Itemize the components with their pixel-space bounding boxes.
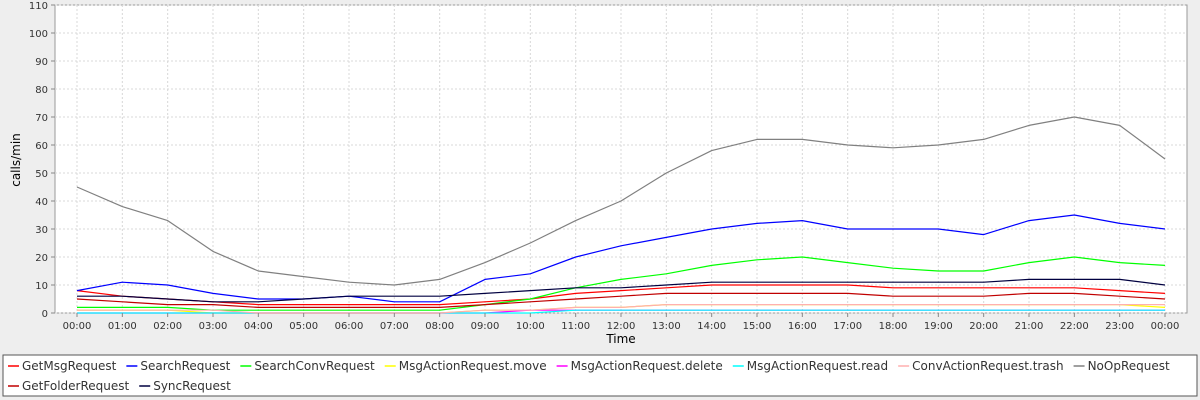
y-tick-label: 100 (29, 29, 48, 40)
legend-label: SearchConvRequest (254, 359, 375, 373)
x-tick-label: 03:00 (199, 321, 228, 332)
y-tick-label: 60 (35, 141, 48, 152)
x-tick-label: 05:00 (289, 321, 318, 332)
x-tick-label: 13:00 (652, 321, 681, 332)
legend-item-syncrequest: SyncRequest (139, 379, 231, 393)
series-line-syncrequest (77, 278, 1166, 303)
x-tick-label: 02:00 (153, 321, 182, 332)
x-tick-label: 08:00 (425, 321, 454, 332)
y-tick-label: 30 (35, 225, 48, 236)
legend-item-msgactionrequest-read: MsgActionRequest.read (732, 359, 888, 373)
x-tick-label: 22:00 (1060, 321, 1089, 332)
legend-item-convactionrequest-trash: ConvActionRequest.trash (898, 359, 1064, 373)
x-tick-label: 00:00 (1151, 321, 1180, 332)
x-tick-label: 01:00 (108, 321, 137, 332)
series-lines (76, 116, 1166, 314)
series-line-getmsgrequest (76, 284, 1166, 306)
legend-label: ConvActionRequest.trash (912, 359, 1063, 373)
legend-box (2, 354, 1198, 397)
y-tick-label: 40 (35, 197, 48, 208)
x-tick-label: 09:00 (471, 321, 500, 332)
legend-item-msgactionrequest-delete: MsgActionRequest.delete (556, 359, 723, 373)
x-tick-label: 20:00 (969, 321, 998, 332)
x-tick-label: 14:00 (697, 321, 726, 332)
legend-label: SyncRequest (153, 379, 231, 393)
legend-item-msgactionrequest-move: MsgActionRequest.move (384, 359, 547, 373)
x-tick-label: 16:00 (788, 321, 817, 332)
y-axis-label: calls/min (9, 133, 23, 187)
y-tick-label: 50 (35, 169, 48, 180)
legend-label: SearchRequest (140, 359, 230, 373)
legend: GetMsgRequest SearchRequest SearchConvRequ… (8, 359, 1170, 393)
x-tick-label: 23:00 (1105, 321, 1134, 332)
legend-label: MsgActionRequest.move (399, 359, 547, 373)
legend-item-getfolderrequest: GetFolderRequest (8, 379, 130, 393)
series-line-searchconvrequest (77, 256, 1166, 311)
legend-label: GetMsgRequest (22, 359, 117, 373)
x-tick-label: 15:00 (743, 321, 772, 332)
x-tick-label: 07:00 (380, 321, 409, 332)
legend-item-searchconvrequest: SearchConvRequest (240, 359, 375, 373)
legend-label: NoOpRequest (1088, 359, 1170, 373)
y-tick-label: 90 (35, 57, 48, 68)
y-tick-label: 0 (42, 309, 48, 320)
y-tick-label: 20 (35, 253, 48, 264)
grid (55, 4, 1187, 314)
x-tick-label: 00:00 (63, 321, 92, 332)
y-tick-label: 110 (29, 1, 48, 12)
x-tick-label: 12:00 (607, 321, 636, 332)
x-tick-label: 17:00 (833, 321, 862, 332)
series-line-searchrequest (76, 214, 1166, 303)
y-tick-label: 10 (35, 281, 48, 292)
legend-label: MsgActionRequest.read (747, 359, 888, 373)
legend-item-searchrequest: SearchRequest (126, 359, 231, 373)
x-tick-label: 19:00 (924, 321, 953, 332)
y-tick-label: 80 (35, 85, 48, 96)
x-tick-label: 10:00 (516, 321, 545, 332)
series-line-getfolderrequest (76, 292, 1166, 308)
legend-item-getmsgrequest: GetMsgRequest (8, 359, 117, 373)
legend-item-nooprequest: NoOpRequest (1073, 359, 1170, 373)
series-line-nooprequest (76, 116, 1166, 286)
legend-label: MsgActionRequest.delete (571, 359, 723, 373)
y-axis: 0 10 20 30 40 50 60 70 80 90 100 110 (29, 1, 55, 320)
x-tick-label: 11:00 (561, 321, 590, 332)
x-tick-label: 04:00 (244, 321, 273, 332)
x-tick-label: 06:00 (335, 321, 364, 332)
y-tick-label: 70 (35, 113, 48, 124)
x-axis-label: Time (605, 332, 635, 346)
legend-label: GetFolderRequest (22, 379, 130, 393)
x-axis: 00:00 01:00 02:00 03:00 04:00 05:00 06:00 07:00… (63, 313, 1180, 332)
x-tick-label: 21:00 (1015, 321, 1044, 332)
x-tick-label: 18:00 (879, 321, 908, 332)
